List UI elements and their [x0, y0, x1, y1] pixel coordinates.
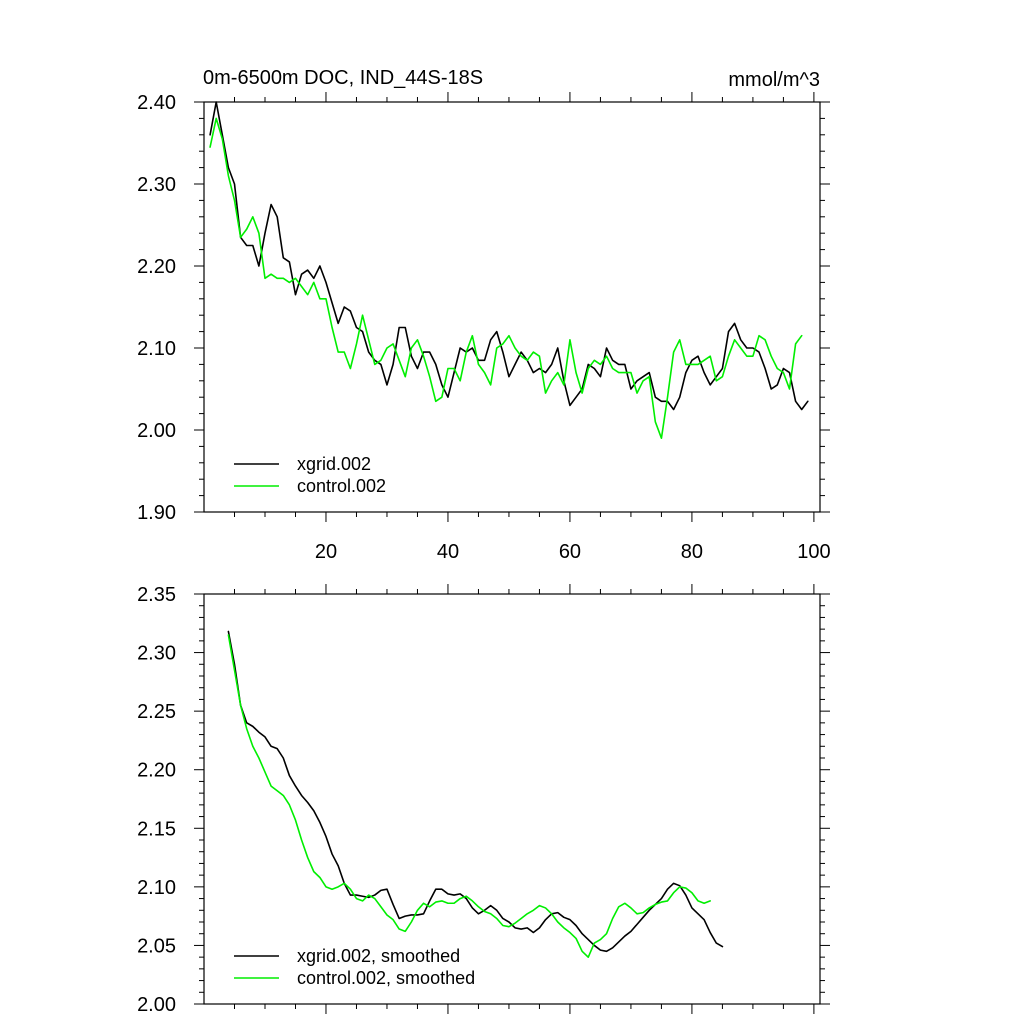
- bottom-ytick-label: 2.05: [137, 935, 176, 957]
- bottom-series-xgrid-002-smoothed: [227, 630, 724, 953]
- top-xtick-label: 100: [797, 541, 830, 563]
- top-ytick-label: 2.00: [137, 420, 176, 442]
- bottom-ytick-label: 2.35: [137, 584, 176, 606]
- top-ytick-label: 2.30: [137, 174, 176, 196]
- top-legend-label-control-002: control.002: [297, 476, 386, 496]
- top-panel: 0m-6500m DOC, IND_44S-18S mmol/m^3 1.90 2…: [137, 67, 831, 563]
- bottom-ytick-label: 2.25: [137, 701, 176, 723]
- bottom-panel: 2.00 2.05 2.10 2.15 2.20 2.25 2.30 2.35 xgrid.0…: [137, 584, 830, 1016]
- bottom-legend-label-xgrid-002-smoothed: xgrid.002, smoothed: [297, 946, 460, 966]
- bottom-ytick-label: 2.30: [137, 643, 176, 665]
- bottom-ytick-label: 2.10: [137, 877, 176, 899]
- top-ytick-label: 2.20: [137, 256, 176, 278]
- top-xtick-label: 60: [559, 541, 581, 563]
- top-series-control-002: [209, 117, 803, 440]
- top-xtick-label: 40: [437, 541, 459, 563]
- top-chart-units: mmol/m^3: [728, 69, 820, 91]
- bottom-ytick-label: 2.15: [137, 818, 176, 840]
- bottom-legend-label-control-002-smoothed: control.002, smoothed: [297, 968, 475, 988]
- top-xtick-label: 80: [681, 541, 703, 563]
- bottom-ytick-label: 2.20: [137, 760, 176, 782]
- bottom-series-control-002-smoothed: [227, 634, 712, 958]
- bottom-ytick-label: 2.00: [137, 994, 176, 1016]
- top-xtick-label: 20: [315, 541, 337, 563]
- top-ytick-label: 2.40: [137, 92, 176, 114]
- top-plot-frame: [203, 101, 821, 513]
- top-legend-label-xgrid-002: xgrid.002: [297, 454, 371, 474]
- top-chart-title: 0m-6500m DOC, IND_44S-18S: [203, 67, 483, 89]
- top-series-xgrid-002: [209, 101, 809, 411]
- top-ytick-label: 1.90: [137, 502, 176, 524]
- top-ytick-label: 2.10: [137, 338, 176, 360]
- bottom-plot-frame: [203, 593, 821, 1005]
